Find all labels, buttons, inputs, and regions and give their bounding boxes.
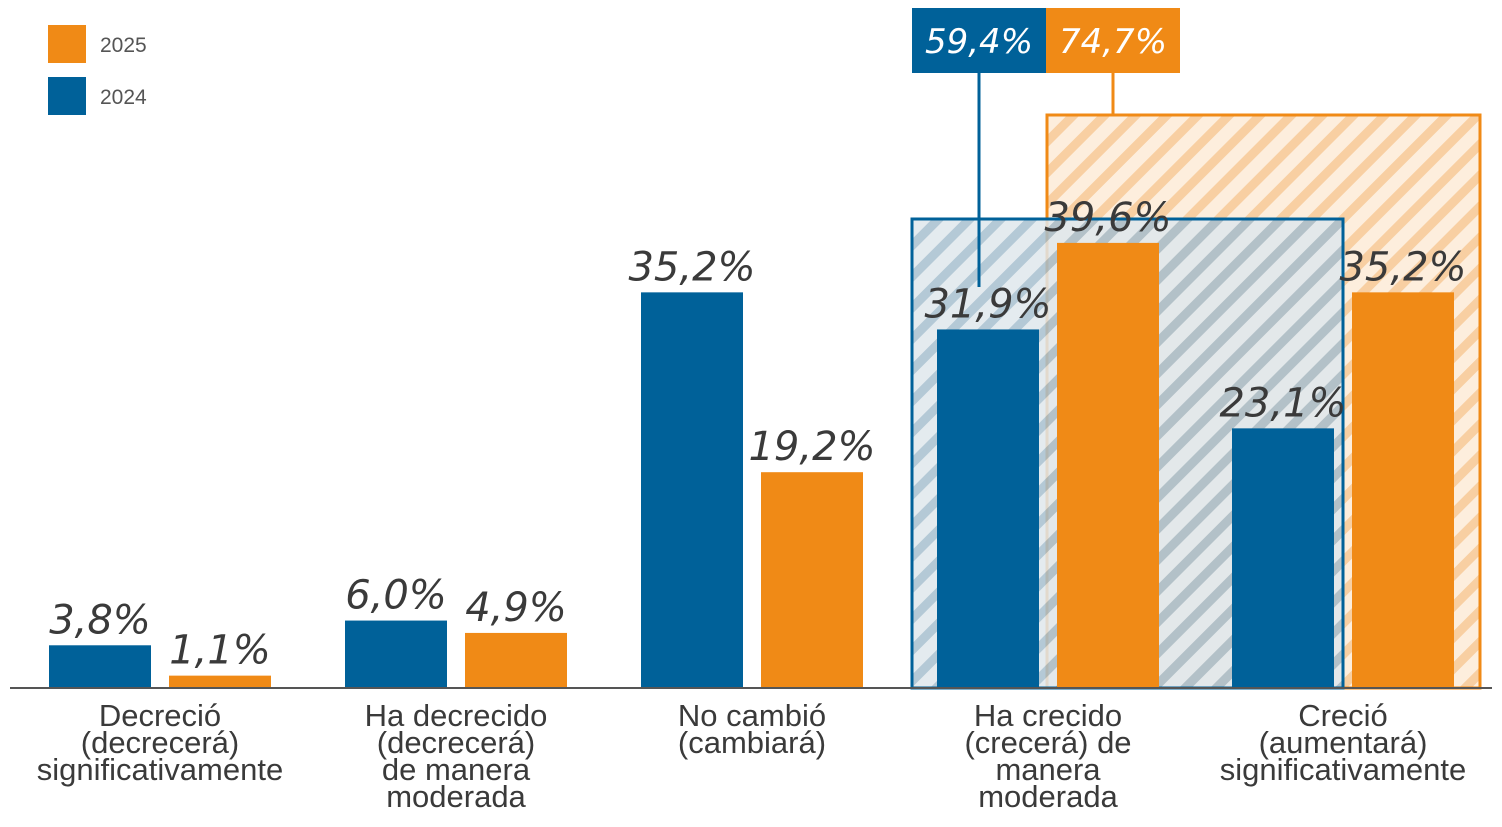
category-label-4-line-1: (aumentará): [1259, 725, 1428, 760]
category-label-0-line-2: significativamente: [37, 752, 283, 787]
data-label-2024-2: 35,2%: [628, 244, 755, 290]
category-label-0-line-1: (decrecerá): [81, 725, 240, 760]
data-label-2024-1: 6,0%: [345, 573, 447, 619]
total-box-2024: [912, 8, 1046, 73]
bar-2025-1: [465, 632, 567, 688]
category-label-0-line-0: Decreció: [99, 698, 221, 733]
data-label-2025-3: 39,6%: [1044, 195, 1171, 241]
category-label-1-line-2: de manera: [382, 752, 531, 787]
bar-2025-2: [761, 472, 863, 688]
category-label-1-line-1: (decrecerá): [377, 725, 536, 760]
legend-swatch-2025: [48, 25, 86, 63]
data-label-2024-3: 31,9%: [924, 281, 1051, 327]
category-label-4-line-0: Creció: [1298, 698, 1388, 733]
bars-layer: [49, 242, 1454, 688]
bar-2025-4: [1352, 292, 1454, 688]
data-label-2024-0: 3,8%: [49, 597, 151, 643]
legend-label-2024: 2024: [100, 86, 147, 109]
legend-label-2025: 2025: [100, 34, 147, 57]
total-label-2025: 74,7%: [1059, 22, 1167, 62]
category-label-2-line-0: No cambió: [678, 698, 826, 733]
bar-2024-2: [641, 292, 743, 688]
data-label-2025-4: 35,2%: [1339, 244, 1466, 290]
value-labels-layer: 3,8% 6,0% 35,2% 31,9% 23,1% 1,1% 4,9% 19,2% 39,6…: [49, 195, 1466, 674]
category-label-1-line-0: Ha decrecido: [365, 698, 548, 733]
category-label-4-line-2: significativamente: [1220, 752, 1466, 787]
category-labels: Decreció(decrecerá)significativamenteHa …: [37, 698, 1466, 814]
category-label-2-line-1: (cambiará): [678, 725, 826, 760]
data-label-2024-4: 23,1%: [1219, 380, 1346, 426]
total-label-2024: 59,4%: [925, 22, 1033, 62]
category-label-3-line-0: Ha crecido: [974, 698, 1122, 733]
legend-swatch-2024: [48, 77, 86, 115]
bar-2025-3: [1057, 242, 1159, 688]
category-label-3-line-2: manera: [995, 752, 1101, 787]
legend: 2025 2024: [48, 25, 147, 115]
data-label-2025-0: 1,1%: [169, 628, 271, 674]
bar-2024-4: [1232, 428, 1334, 688]
category-label-3-line-3: moderada: [978, 779, 1118, 814]
category-label-1-line-3: moderada: [386, 779, 526, 814]
data-label-2025-2: 19,2%: [748, 424, 875, 470]
total-annotations: 59,4% 74,7%: [912, 8, 1180, 73]
bar-2024-3: [937, 329, 1039, 688]
bar-2024-0: [49, 645, 151, 688]
data-label-2025-1: 4,9%: [465, 585, 567, 631]
total-box-2025: [1046, 8, 1180, 73]
bar-2024-1: [345, 620, 447, 688]
bar-2025-0: [169, 675, 271, 688]
category-label-3-line-1: (crecerá) de: [964, 725, 1131, 760]
